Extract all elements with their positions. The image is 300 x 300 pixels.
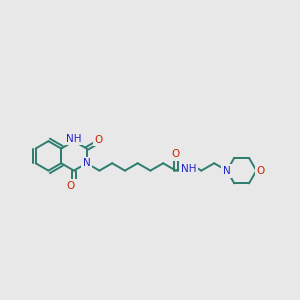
Text: O: O xyxy=(94,135,103,145)
Text: N: N xyxy=(223,166,231,176)
Text: N: N xyxy=(223,166,231,176)
Text: NH: NH xyxy=(66,134,82,144)
Text: O: O xyxy=(172,149,180,159)
Text: NH: NH xyxy=(181,164,197,174)
Text: N: N xyxy=(83,158,91,168)
Text: O: O xyxy=(256,166,265,176)
Text: O: O xyxy=(67,181,75,191)
